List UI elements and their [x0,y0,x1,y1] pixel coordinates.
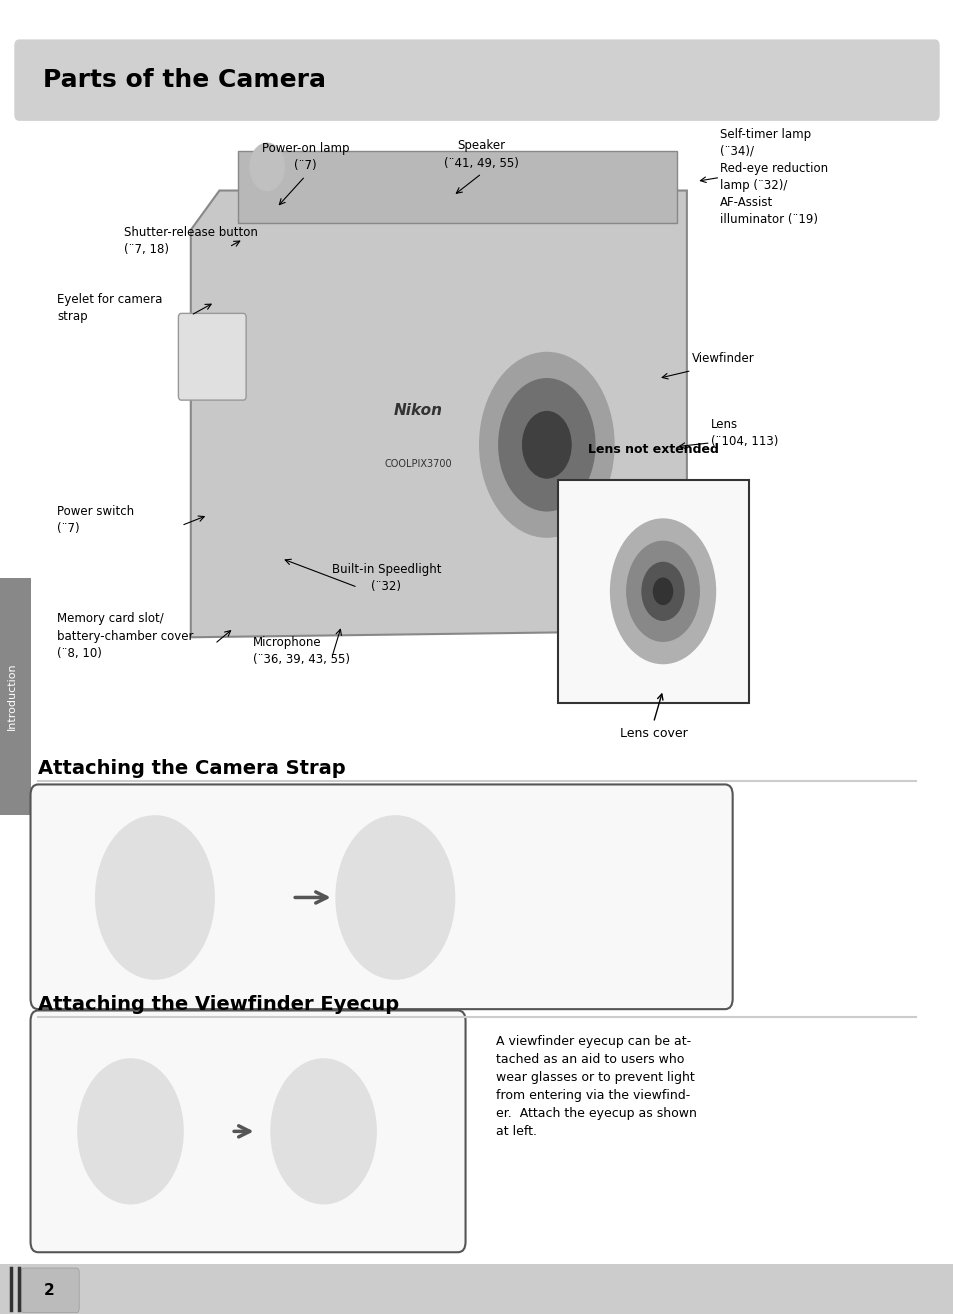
Text: (¨7): (¨7) [57,522,80,535]
Text: Attaching the Viewfinder Eyecup: Attaching the Viewfinder Eyecup [38,996,399,1014]
Text: Attaching the Camera Strap: Attaching the Camera Strap [38,759,345,778]
Text: Built-in Speedlight: Built-in Speedlight [332,562,440,576]
FancyBboxPatch shape [238,151,677,223]
FancyBboxPatch shape [21,1268,79,1313]
Text: (¨7): (¨7) [294,159,316,172]
Circle shape [78,1059,183,1204]
FancyBboxPatch shape [14,39,939,121]
Circle shape [522,411,570,478]
Circle shape [479,353,613,537]
Text: (¨104, 113): (¨104, 113) [710,435,778,448]
FancyBboxPatch shape [178,313,246,399]
Text: Speaker: Speaker [457,139,505,152]
Circle shape [335,816,454,979]
Text: Power-on lamp: Power-on lamp [261,142,349,155]
Text: Power switch: Power switch [57,505,134,518]
Circle shape [626,541,699,641]
Text: lamp (¨32)/: lamp (¨32)/ [720,179,787,192]
Circle shape [641,562,683,620]
Text: (¨36, 39, 43, 55): (¨36, 39, 43, 55) [253,653,350,666]
Text: AF-Assist: AF-Assist [720,196,773,209]
Text: illuminator (¨19): illuminator (¨19) [720,213,818,226]
Text: Lens: Lens [710,418,737,431]
Text: Self-timer lamp: Self-timer lamp [720,127,811,141]
Text: (¨7, 18): (¨7, 18) [124,243,169,256]
Circle shape [653,578,672,604]
FancyBboxPatch shape [0,1264,953,1314]
Text: (¨34)/: (¨34)/ [720,145,754,158]
Circle shape [498,378,594,511]
FancyBboxPatch shape [30,784,732,1009]
FancyBboxPatch shape [0,578,31,815]
Text: (¨32): (¨32) [371,579,401,593]
Text: Viewfinder: Viewfinder [691,352,754,365]
Text: battery-chamber cover: battery-chamber cover [57,629,193,643]
Text: Shutter-release button: Shutter-release button [124,226,257,239]
Text: (¨41, 49, 55): (¨41, 49, 55) [444,156,518,170]
Text: Parts of the Camera: Parts of the Camera [43,68,326,92]
Text: (¨8, 10): (¨8, 10) [57,646,102,660]
Circle shape [250,143,284,191]
Text: Nikon: Nikon [394,403,442,418]
Text: COOLPIX3700: COOLPIX3700 [384,459,452,469]
FancyBboxPatch shape [558,480,748,703]
Text: strap: strap [57,310,88,323]
Text: Microphone: Microphone [253,636,321,649]
Circle shape [610,519,715,664]
FancyBboxPatch shape [30,1010,465,1252]
Text: Red-eye reduction: Red-eye reduction [720,162,827,175]
Text: Lens cover: Lens cover [618,727,687,740]
Text: 2: 2 [44,1282,55,1298]
Text: Memory card slot/: Memory card slot/ [57,612,164,625]
Text: A viewfinder eyecup can be at-
tached as an aid to users who
wear glasses or to : A viewfinder eyecup can be at- tached as… [496,1035,697,1138]
Circle shape [95,816,213,979]
Polygon shape [191,191,686,637]
Circle shape [271,1059,375,1204]
Text: Introduction: Introduction [7,662,16,731]
Text: Eyelet for camera: Eyelet for camera [57,293,162,306]
Text: Lens not extended: Lens not extended [587,443,719,456]
